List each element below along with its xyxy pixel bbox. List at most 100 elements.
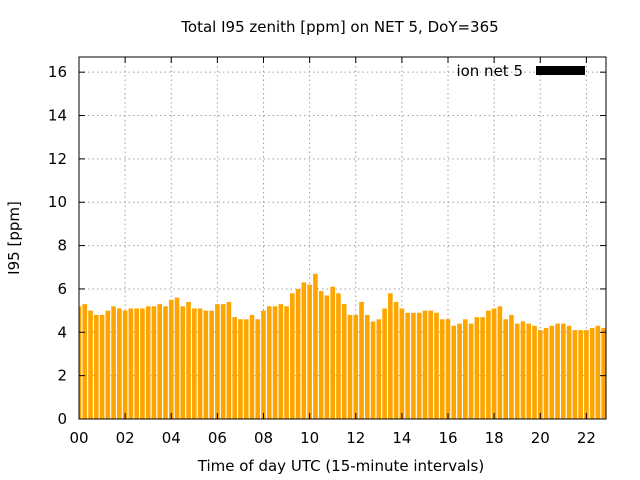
bar — [93, 314, 99, 419]
bar — [122, 310, 128, 419]
bar — [422, 310, 428, 419]
bar — [295, 288, 301, 419]
bar — [370, 321, 376, 419]
bar — [486, 310, 491, 419]
bar — [82, 304, 88, 419]
y-tick-label: 14 — [48, 107, 67, 125]
bar — [272, 306, 278, 419]
bar-series — [79, 273, 606, 419]
bar — [249, 314, 255, 419]
bar — [347, 314, 353, 419]
bar — [180, 306, 186, 419]
bar — [324, 295, 330, 419]
bar — [111, 306, 116, 419]
bar — [572, 330, 578, 419]
bar — [497, 306, 503, 419]
x-tick-label: 14 — [392, 429, 411, 447]
bar — [209, 310, 214, 419]
bar — [405, 312, 410, 419]
bar — [192, 308, 197, 419]
bar — [491, 308, 497, 419]
x-tick-label: 22 — [577, 429, 596, 447]
bar — [520, 321, 526, 419]
y-tick-label: 4 — [57, 323, 67, 341]
y-tick-label: 2 — [57, 367, 67, 385]
bar — [220, 304, 226, 419]
x-tick-label: 16 — [438, 429, 457, 447]
x-tick-label: 04 — [162, 429, 181, 447]
bar — [353, 314, 359, 419]
bar — [526, 323, 532, 419]
bar — [561, 323, 566, 419]
bar — [151, 306, 157, 419]
bar — [601, 327, 606, 419]
bar — [88, 310, 93, 419]
bar — [549, 325, 555, 419]
bar — [388, 293, 393, 419]
bar — [514, 323, 520, 419]
x-tick-label: 20 — [531, 429, 550, 447]
bar — [226, 301, 232, 419]
bar — [117, 308, 122, 419]
bar — [255, 319, 261, 419]
x-tick-label: 06 — [208, 429, 227, 447]
legend: ion net 5 — [456, 62, 585, 80]
bar — [290, 293, 295, 419]
bar — [284, 306, 289, 419]
bar — [134, 308, 139, 419]
bar — [157, 304, 163, 419]
bar — [163, 306, 168, 419]
bar — [439, 319, 445, 419]
bar — [128, 308, 134, 419]
bar — [399, 308, 405, 419]
bar — [330, 286, 336, 419]
legend-swatch — [536, 66, 585, 75]
y-tick-label: 16 — [48, 63, 67, 81]
bar — [99, 314, 105, 419]
bar — [480, 317, 485, 419]
bar — [186, 301, 191, 419]
bar — [307, 284, 312, 419]
bar — [543, 327, 549, 419]
bar — [266, 306, 272, 419]
bar — [566, 325, 572, 419]
bar — [578, 330, 583, 419]
x-tick-label: 18 — [485, 429, 504, 447]
bar — [168, 299, 174, 419]
bar — [197, 308, 203, 419]
bar — [503, 319, 508, 419]
bar — [301, 282, 307, 419]
bar — [336, 293, 341, 419]
bar — [382, 308, 387, 419]
bar — [463, 319, 468, 419]
x-tick-label: 10 — [300, 429, 319, 447]
bar — [555, 323, 560, 419]
x-tick-label: 08 — [254, 429, 273, 447]
y-tick-label: 10 — [48, 193, 67, 211]
bar — [509, 314, 514, 419]
bar — [203, 310, 209, 419]
y-tick-label: 8 — [57, 237, 67, 255]
y-tick-label: 12 — [48, 150, 67, 168]
y-tick-label: 6 — [57, 280, 67, 298]
bar — [261, 310, 266, 419]
bar — [434, 312, 439, 419]
bar — [105, 310, 111, 419]
bar — [589, 327, 595, 419]
x-tick-label: 00 — [69, 429, 88, 447]
x-tick-label: 12 — [346, 429, 365, 447]
bar — [145, 306, 151, 419]
bar — [376, 319, 382, 419]
bar — [359, 301, 364, 419]
bar — [428, 310, 434, 419]
bar — [341, 304, 347, 419]
bar — [584, 330, 589, 419]
y-axis-label: I95 [ppm] — [5, 201, 23, 275]
y-tick-label: 0 — [57, 410, 67, 428]
bar — [79, 306, 82, 419]
bar — [457, 323, 462, 419]
legend-label: ion net 5 — [456, 62, 523, 80]
bar — [468, 323, 474, 419]
